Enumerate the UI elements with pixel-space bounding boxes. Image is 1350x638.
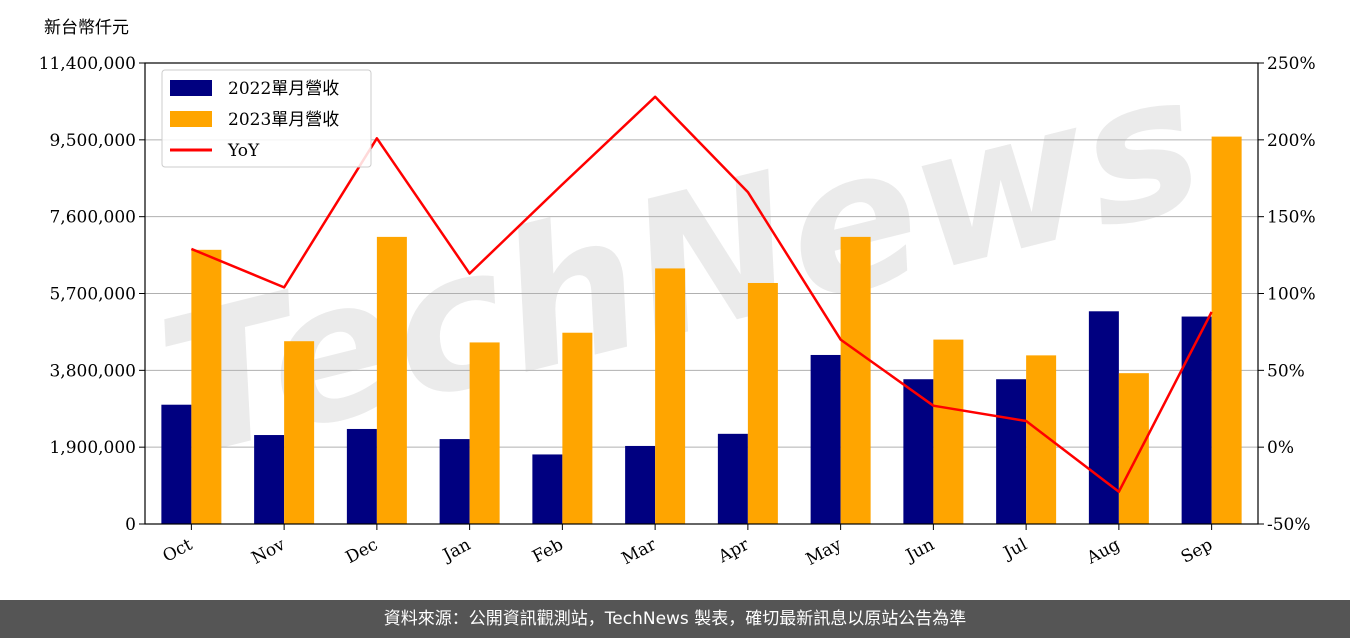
y-right-tick-label: -50% — [1267, 515, 1311, 535]
bar-2022-jan — [439, 439, 470, 524]
y-left-tick-label: 7,600,000 — [49, 208, 136, 228]
x-tick-label-nov: Nov — [248, 535, 288, 569]
y-left-tick-label: 0 — [125, 515, 136, 535]
bar-2023-may — [840, 236, 871, 524]
bar-2023-mar — [655, 268, 686, 524]
grid-lines — [145, 139, 1258, 448]
bar-2022-oct — [161, 404, 192, 524]
chart: TechNews 0 -50%1,900,000 0%3,800,000 50%5,7… — [39, 18, 1316, 570]
x-tick-label-mar: Mar — [619, 534, 661, 569]
x-tick-label-may: May — [803, 535, 846, 570]
y-right-tick-label: 50% — [1267, 361, 1305, 381]
y-left-tick-label: 11,400,000 — [39, 54, 136, 74]
y-left-tick-label: 1,900,000 — [49, 438, 136, 458]
source-footer: 資料來源：公開資訊觀測站，TechNews 製表，確切最新訊息以原站公告為準 — [0, 600, 1350, 638]
bar-2023-nov — [284, 341, 315, 524]
legend-swatch-0 — [170, 80, 212, 96]
y-right-tick-label: 0% — [1267, 438, 1294, 458]
bar-2022-feb — [532, 454, 563, 524]
legend-label-0: 2022單月營收 — [228, 79, 339, 99]
legend-box — [161, 69, 372, 168]
y-right-tick-label: 200% — [1267, 131, 1316, 151]
legend-label-2: YoY — [227, 141, 260, 161]
bar-2022-sep — [1181, 316, 1212, 524]
bar-2023-oct — [191, 249, 222, 525]
y-left-tick-label: 3,800,000 — [49, 361, 136, 381]
bar-2023-jun — [933, 339, 964, 524]
bar-2023-apr — [747, 282, 778, 524]
legend-label-1: 2023單月營收 — [228, 110, 339, 130]
y-left-tick-label: 5,700,000 — [49, 285, 136, 305]
bar-2022-may — [810, 354, 841, 524]
legend-swatch-1 — [170, 111, 212, 127]
y-right-tick-label: 150% — [1267, 208, 1316, 228]
plot-frame — [144, 62, 1259, 525]
bar-2023-dec — [376, 236, 407, 524]
bar-2022-nov — [254, 435, 285, 524]
y-left-tick-label: 9,500,000 — [49, 131, 136, 151]
bar-2023-jan — [469, 342, 500, 524]
bar-2023-sep — [1211, 136, 1242, 524]
x-tick-label-sep: Sep — [1178, 535, 1216, 568]
x-tick-label-jan: Jan — [438, 535, 474, 567]
x-tick-label-dec: Dec — [343, 535, 382, 568]
legend: 2022單月營收 2023單月營收 YoY — [161, 69, 372, 168]
x-tick-label-jul: Jul — [999, 535, 1031, 564]
bar-2023-feb — [562, 332, 593, 524]
bar-2023-aug — [1118, 373, 1149, 524]
x-tick-label-jun: Jun — [901, 535, 938, 567]
bars — [161, 136, 1242, 525]
bar-2022-jul — [996, 379, 1027, 524]
bar-2022-apr — [717, 433, 748, 524]
bar-2022-dec — [346, 428, 377, 524]
bar-2022-aug — [1088, 311, 1119, 524]
unit-label: 新台幣仟元 — [44, 18, 129, 38]
x-tick-label-apr: Apr — [714, 534, 753, 567]
y-right-tick-label: 100% — [1267, 285, 1316, 305]
x-tick-label-feb: Feb — [529, 535, 567, 568]
y-right-tick-label: 250% — [1267, 54, 1316, 74]
x-tick-label-oct: Oct — [160, 535, 196, 567]
bar-2022-mar — [625, 445, 656, 524]
x-tick-label-aug: Aug — [1083, 535, 1123, 569]
